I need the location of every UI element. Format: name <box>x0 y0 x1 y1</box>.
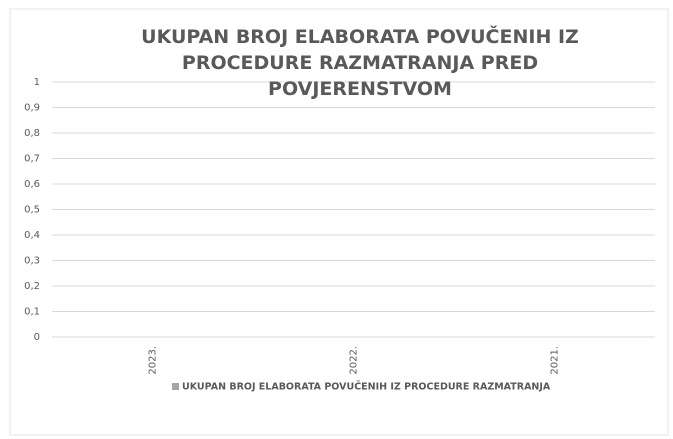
y-tick-label: 0,6 <box>24 179 40 190</box>
y-tick-label: 0,1 <box>24 307 40 318</box>
chart-border <box>9 8 669 436</box>
chart-title: UKUPAN BROJ ELABORATA POVUČENIH IZ PROCE… <box>141 26 579 100</box>
y-tick-label: 1 <box>34 77 40 88</box>
y-tick-label: 0,3 <box>24 256 40 267</box>
y-tick-label: 0,5 <box>24 205 40 216</box>
y-tick-label: 0,2 <box>24 281 40 292</box>
x-tick-label: 2023. <box>148 346 159 375</box>
y-tick-label: 0 <box>34 332 40 343</box>
y-tick-label: 0,4 <box>24 230 40 241</box>
legend-swatch <box>172 383 179 390</box>
y-tick-label: 0,9 <box>24 103 40 114</box>
legend-label: UKUPAN BROJ ELABORATA POVUČENIH IZ PROCE… <box>182 381 551 393</box>
y-tick-label: 0,7 <box>24 154 40 165</box>
y-tick-label: 0,8 <box>24 128 40 139</box>
x-tick-label: 2021. <box>550 346 561 375</box>
x-tick-label: 2022. <box>349 346 360 375</box>
